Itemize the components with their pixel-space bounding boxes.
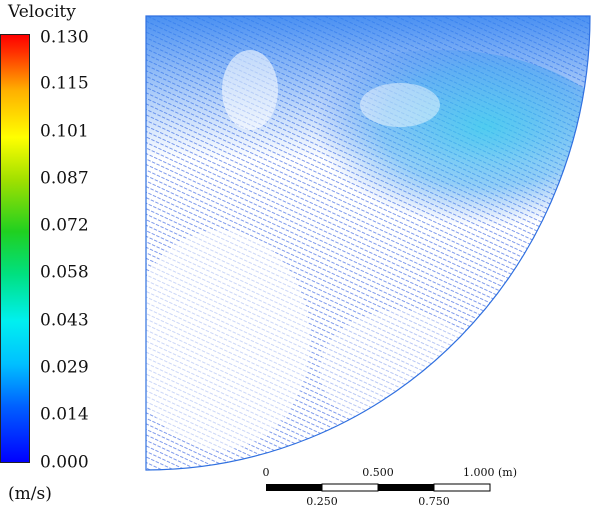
scale-label: 0.750	[418, 495, 450, 507]
scale-segment	[378, 484, 434, 491]
scale-label: 0	[263, 466, 270, 479]
scale-label: 0.500	[362, 466, 394, 479]
legend-tick-label: 0.043	[40, 310, 89, 331]
velocity-colorbar	[0, 34, 30, 463]
legend-tick-label: 0.087	[40, 168, 89, 189]
legend-tick-label: 0.130	[40, 27, 89, 48]
legend-tick-label: 0.058	[40, 262, 89, 283]
legend-units: (m/s)	[8, 484, 52, 504]
scale-segment	[321, 483, 379, 492]
scale-label: 1.000 (m)	[463, 466, 517, 479]
legend-tick-label: 0.101	[40, 121, 89, 142]
legend-tick-label: 0.029	[40, 357, 89, 378]
scale-segment	[433, 483, 491, 492]
legend-tick-label: 0.014	[40, 404, 89, 425]
legend-tick-label: 0.072	[40, 215, 89, 236]
scale-label: 0.250	[306, 495, 338, 507]
legend-tick-label: 0.115	[40, 73, 89, 94]
velocity-vector-field	[145, 15, 591, 471]
scale-segment	[266, 484, 322, 491]
legend-tick-label: 0.000	[40, 452, 89, 473]
legend-title: Velocity	[8, 2, 76, 22]
scale-bar: 0 0.500 1.000 (m) 0.250 0.750	[263, 466, 518, 507]
